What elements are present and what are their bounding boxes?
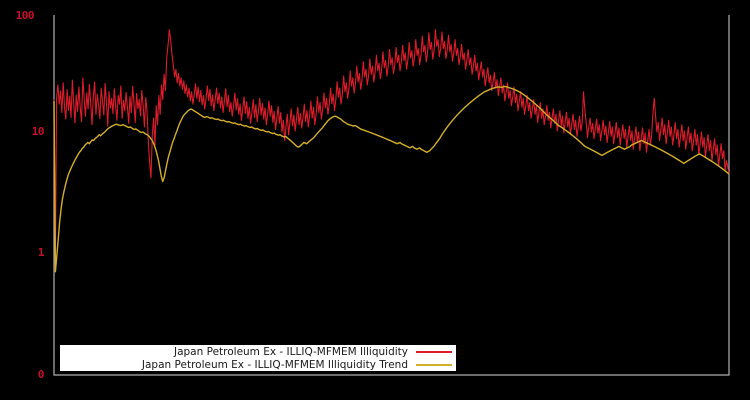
legend-swatch-illiquidity xyxy=(416,346,452,358)
series-line-illiquidity xyxy=(53,29,730,271)
y-axis-tick-1: 1 xyxy=(37,246,45,259)
legend-label-illiquidity-trend: Japan Petroleum Ex - ILLIQ-MFMEM Illiqui… xyxy=(141,358,408,371)
legend-swatch-illiquidity-trend xyxy=(416,359,452,371)
legend-item-illiquidity-trend: Japan Petroleum Ex - ILLIQ-MFMEM Illiqui… xyxy=(60,358,456,371)
series-line-illiquidity-trend xyxy=(53,85,730,273)
y-axis-tick-100: 100 xyxy=(15,9,35,22)
y-axis-tick-0: 0 xyxy=(37,368,45,381)
axis-frame xyxy=(53,15,730,376)
chart-legend: Japan Petroleum Ex - ILLIQ-MFMEM Illiqui… xyxy=(60,345,456,371)
y-axis-tick-10: 10 xyxy=(31,125,45,138)
legend-label-illiquidity: Japan Petroleum Ex - ILLIQ-MFMEM Illiqui… xyxy=(173,345,408,358)
legend-item-illiquidity: Japan Petroleum Ex - ILLIQ-MFMEM Illiqui… xyxy=(60,345,456,358)
